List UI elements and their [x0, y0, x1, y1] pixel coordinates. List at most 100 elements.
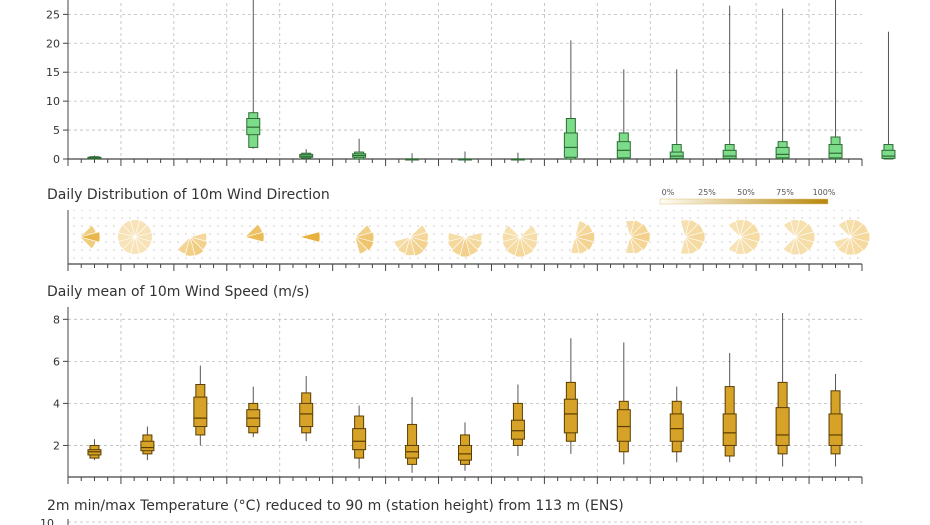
wind-rose-sector — [243, 231, 265, 243]
wind-speed-inner-box — [510, 419, 525, 440]
wind-speed-y-tick-label: 8 — [53, 313, 60, 326]
precip-y-tick-label: 0 — [53, 153, 60, 166]
wind-rose-sector — [628, 231, 651, 243]
wind-rose-sector — [793, 231, 816, 243]
wind-rose-sector — [353, 236, 375, 252]
wind-rose-sector — [354, 235, 368, 255]
wind-rose-sector — [738, 231, 761, 243]
precip-y-tick-label: 25 — [46, 8, 60, 21]
rose-legend-label: 0% — [662, 188, 675, 197]
wind-rose-sector — [505, 235, 521, 256]
wind-rose-sector — [782, 220, 796, 239]
precip-y-tick-label: 15 — [46, 66, 60, 79]
wind-rose-sector — [735, 235, 745, 255]
wind-rose — [117, 219, 153, 255]
rose-legend-bar — [659, 198, 829, 205]
wind-rose-sector — [122, 219, 136, 239]
temp-y-tick-label: 10 — [40, 517, 54, 525]
wind-speed-y-tick-label: 2 — [53, 439, 60, 452]
wind-speed-inner-box — [722, 413, 737, 446]
wind-rose — [447, 232, 483, 258]
precip-y-tick-label: 5 — [53, 124, 60, 137]
rose-legend-label: 75% — [776, 188, 794, 197]
wind-rose-sector — [684, 235, 699, 255]
wind-rose-sector — [625, 235, 635, 254]
wind-rose-sector — [503, 224, 522, 238]
wind-rose-sector — [459, 235, 471, 258]
wind-rose-sector — [848, 231, 871, 243]
wind-rose-sector — [573, 231, 595, 243]
wind-rose-sector — [848, 236, 870, 252]
wind-rose-sector — [404, 235, 416, 256]
rose-legend-label: 100% — [813, 188, 836, 197]
precip-inner-box — [775, 146, 790, 159]
wind-rose-sector — [447, 232, 467, 242]
wind-rose-sector — [574, 235, 589, 255]
wind-rose — [680, 219, 706, 255]
wind-rose-sector — [189, 235, 205, 257]
wind-rose-sector — [393, 236, 412, 250]
wind-rose — [501, 224, 539, 258]
wind-rose-sector — [683, 236, 704, 251]
wind-rose-sector — [570, 235, 580, 254]
wind-rose-sector — [409, 235, 425, 257]
wind-rose-sector — [837, 220, 851, 239]
wind-rose — [782, 219, 816, 256]
wind-rose-sector — [502, 232, 522, 242]
wind-rose — [625, 219, 651, 255]
wind-direction-title: Daily Distribution of 10m Wind Direction — [47, 187, 330, 203]
wind-speed-inner-box — [352, 428, 367, 451]
wind-rose-sector — [628, 236, 649, 251]
precip-inner-box — [722, 149, 737, 159]
wind-rose-sector — [793, 236, 815, 252]
wind-rose-sector — [739, 235, 754, 255]
wind-speed-inner-box — [563, 398, 578, 434]
wind-rose-sector — [680, 235, 690, 255]
wind-rose-sector — [177, 235, 191, 255]
wind-rose — [353, 224, 375, 255]
wind-rose — [177, 232, 208, 257]
wind-rose-sector — [833, 236, 852, 250]
wind-rose — [393, 224, 429, 257]
wind-rose — [243, 223, 265, 243]
wind-rose — [727, 219, 761, 255]
precip-y-tick-label: 20 — [46, 37, 60, 50]
wind-rose-sector — [782, 235, 796, 254]
wind-rose-sector — [184, 235, 196, 257]
wind-speed-inner-box — [193, 396, 208, 428]
precip-inner-box — [828, 144, 843, 159]
wind-rose — [78, 224, 101, 250]
wind-speed-inner-box — [299, 402, 314, 428]
wind-rose-sector — [298, 231, 321, 243]
wind-speed-inner-box — [458, 444, 472, 461]
wind-speed-title: Daily mean of 10m Wind Speed (m/s) — [47, 284, 310, 300]
precip-inner-box — [669, 151, 684, 159]
wind-rose-sector — [683, 231, 706, 243]
wind-rose — [833, 219, 871, 256]
wind-rose-sector — [845, 235, 855, 256]
wind-rose-sector — [78, 236, 97, 250]
temperature-title: 2m min/max Temperature (°C) reduced to 9… — [47, 498, 624, 514]
wind-speed-inner-box — [669, 413, 684, 442]
precip-y-tick-label: 10 — [46, 95, 60, 108]
wind-rose-sector — [837, 236, 851, 254]
rose-legend-label: 50% — [737, 188, 755, 197]
precip-inner-box — [563, 132, 578, 158]
wind-speed-outer-box — [407, 423, 418, 465]
wind-rose-sector — [727, 220, 741, 239]
wind-rose — [570, 220, 595, 255]
rose-legend-label: 25% — [698, 188, 716, 197]
wind-speed-inner-box — [775, 407, 790, 446]
wind-rose-sector — [849, 236, 864, 256]
wind-rose-sector — [794, 235, 809, 256]
wind-rose-sector — [78, 231, 101, 243]
wind-rose-sector — [451, 235, 466, 256]
wind-rose-sector — [397, 235, 411, 255]
wind-rose-sector — [790, 235, 800, 256]
wind-rose-sector — [629, 235, 643, 255]
wind-rose — [298, 231, 321, 243]
precip-inner-box — [881, 149, 896, 159]
wind-rose-sector — [447, 236, 467, 251]
wind-rose-sector — [574, 236, 594, 251]
wind-speed-inner-box — [616, 409, 631, 442]
